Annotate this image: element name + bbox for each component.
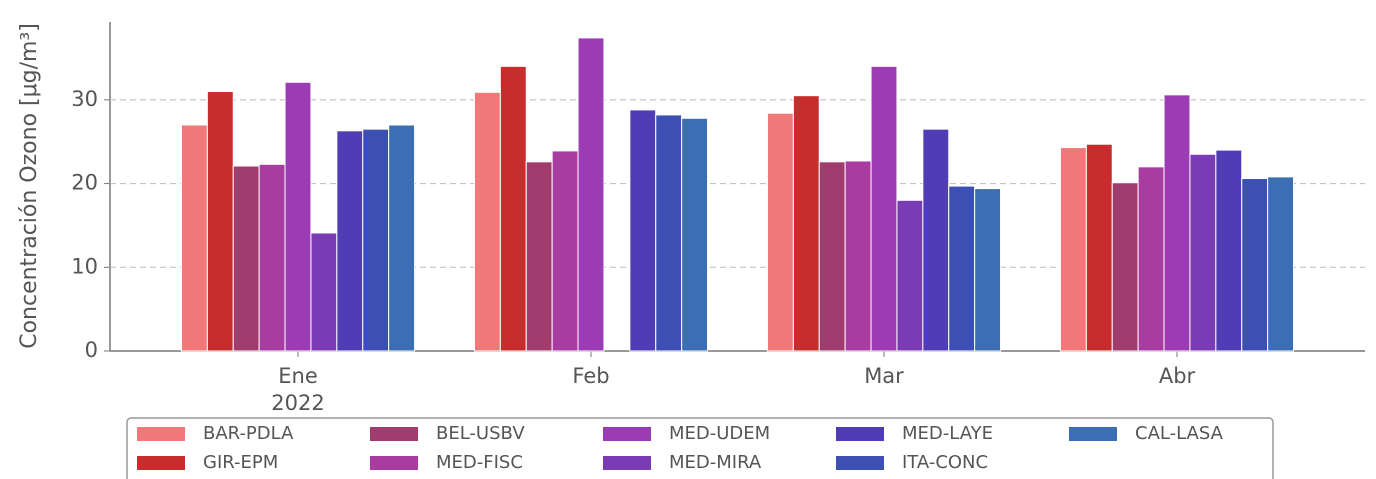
bar (525, 161, 553, 352)
bar (870, 65, 898, 352)
x-tick-label: Ene (278, 364, 318, 388)
bar (258, 163, 286, 352)
bar (922, 128, 950, 352)
y-axis-label: Concentración Ozono [μg/m³] (17, 23, 42, 349)
bar (1189, 153, 1217, 352)
legend-swatch (603, 456, 651, 470)
bar (896, 199, 924, 352)
bar (818, 161, 846, 352)
bar (499, 65, 527, 352)
bar (1215, 149, 1243, 352)
bar (1111, 182, 1139, 352)
legend-label: ITA-CONC (902, 452, 988, 473)
bar (388, 124, 416, 352)
y-tick-label: 0 (85, 338, 98, 362)
legend-label: BAR-PDLA (203, 423, 294, 444)
bar (1163, 94, 1191, 352)
bar (362, 128, 390, 352)
bar (792, 95, 820, 352)
legend-swatch (370, 427, 418, 441)
legend-label: MED-LAYE (902, 423, 993, 444)
bar (310, 232, 338, 352)
legend-label: BEL-USBV (436, 423, 525, 444)
y-tick-label: 30 (71, 87, 98, 111)
legend-swatch (137, 456, 185, 470)
legend-label: MED-MIRA (669, 452, 762, 473)
bar (284, 81, 312, 352)
bar (577, 37, 605, 352)
legend-swatch (603, 427, 651, 441)
legend-label: GIR-EPM (203, 452, 278, 473)
bar (1085, 143, 1113, 352)
y-tick-label: 20 (71, 171, 98, 195)
bar (948, 185, 976, 352)
bar (629, 109, 657, 352)
x-tick-label: Abr (1159, 364, 1196, 388)
bar (681, 117, 709, 352)
bar (974, 188, 1002, 352)
bar (655, 114, 683, 352)
bar (473, 91, 501, 352)
legend-label: CAL-LASA (1135, 423, 1224, 444)
bar (551, 150, 579, 352)
bar (1059, 147, 1087, 352)
bar (1267, 176, 1295, 352)
bar (336, 130, 364, 352)
legend-swatch (137, 427, 185, 441)
legend-swatch (836, 456, 884, 470)
y-tick-label: 10 (71, 254, 98, 278)
x-tick-sublabel: 2022 (271, 391, 324, 415)
bar (1241, 178, 1269, 352)
legend-swatch (370, 456, 418, 470)
bar (766, 112, 794, 352)
legend-label: MED-UDEM (669, 423, 770, 444)
x-tick-label: Mar (864, 364, 904, 388)
x-tick-label: Feb (572, 364, 609, 388)
bar (206, 90, 234, 352)
legend-swatch (1069, 427, 1117, 441)
bar (1137, 166, 1165, 352)
legend-swatch (836, 427, 884, 441)
bar (232, 165, 260, 352)
legend-label: MED-FISC (436, 452, 523, 473)
bar (180, 124, 208, 352)
bar (844, 160, 872, 352)
